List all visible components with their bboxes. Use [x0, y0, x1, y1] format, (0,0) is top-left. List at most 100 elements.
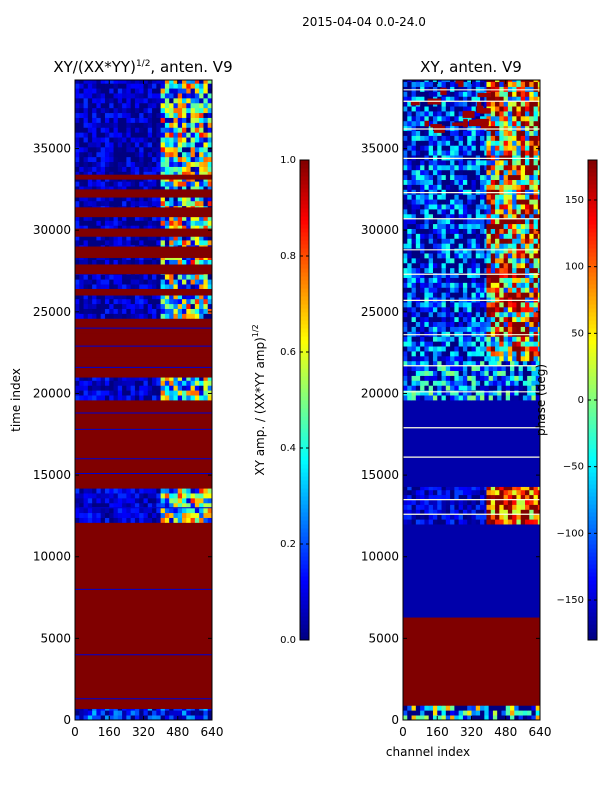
amp-heatmap-cell [79, 698, 84, 705]
phase-heatmap-cell [441, 661, 447, 667]
amp-heatmap-cell [177, 293, 183, 300]
amp-heatmap-cell [207, 424, 213, 430]
amp-heatmap-cell [190, 83, 196, 89]
amp-heatmap-cell [130, 444, 136, 450]
amp-heatmap-cell [109, 664, 114, 670]
amp-heatmap-cell [194, 630, 200, 636]
amp-heatmap-cell [182, 561, 187, 567]
amp-heatmap-cell [190, 620, 196, 626]
amp-heatmap-cell [75, 556, 80, 563]
colorbar-step [300, 368, 309, 373]
amp-heatmap-cell [143, 377, 149, 381]
amp-heatmap-cell [169, 240, 174, 246]
amp-heatmap-cell [79, 576, 84, 582]
amp-heatmap-cell [182, 453, 187, 460]
amp-heatmap-cell [100, 186, 106, 192]
amp-heatmap-cell [75, 458, 80, 465]
amp-heatmap-cell [143, 586, 149, 592]
amp-heatmap-cell [156, 576, 162, 582]
amp-heatmap-cell [130, 161, 136, 167]
amp-heatmap-cell [104, 259, 110, 265]
amp-heatmap-cell [92, 635, 97, 641]
amp-heatmap-cell [130, 688, 136, 695]
amp-heatmap-cell [152, 537, 157, 543]
amp-heatmap-cell [190, 488, 196, 494]
colorbar-step [300, 268, 309, 273]
amp-heatmap-cell [152, 659, 157, 665]
amp-heatmap-cell [126, 644, 132, 651]
amp-heatmap-cell [152, 507, 157, 514]
amp-x-tick-label: 0 [71, 725, 79, 739]
phase-heatmap-cell [424, 671, 430, 677]
amp-heatmap-cell [83, 488, 89, 494]
amp-heatmap-cell [113, 186, 119, 192]
phase-heatmap-cell [488, 661, 494, 667]
amp-heatmap-cell [117, 414, 123, 420]
amp-heatmap-cell [190, 419, 196, 425]
amp-heatmap-cell [173, 367, 179, 373]
colorbar-step [300, 556, 309, 561]
amp-heatmap-cell [83, 400, 89, 406]
amp-heatmap-cell [160, 502, 166, 509]
phase-heatmap-cell [445, 661, 451, 667]
amp-heatmap-cell [96, 390, 102, 396]
colorbar-step [300, 384, 309, 389]
phase-heatmap-cell [454, 675, 460, 682]
amp-heatmap-cell [139, 654, 144, 660]
amp-heatmap-cell [194, 710, 200, 716]
amp-heatmap-cell [75, 546, 80, 553]
amp-heatmap-cell [177, 679, 183, 685]
phase-heatmap-cell [467, 695, 472, 701]
phase-heatmap-cell [415, 661, 421, 667]
amp-heatmap-region [75, 80, 162, 319]
amp-heatmap-cell [100, 439, 106, 445]
phase-heatmap-cell [437, 715, 442, 721]
amp-heatmap-cell [100, 122, 106, 128]
amp-heatmap-cell [87, 146, 93, 153]
amp-heatmap-cell [203, 507, 209, 514]
amp-heatmap-cell [156, 679, 162, 685]
amp-heatmap-cell [203, 473, 209, 479]
amp-heatmap-cell [113, 279, 119, 285]
amp-heatmap-cell [169, 644, 174, 651]
amp-heatmap-cell [190, 342, 196, 349]
amp-heatmap-cell [164, 323, 170, 329]
amp-heatmap-cell [173, 674, 179, 680]
phase-heatmap-cell [420, 690, 425, 696]
amp-heatmap-cell [75, 600, 80, 607]
amp-heatmap-cell [126, 517, 132, 523]
amp-heatmap-cell [177, 497, 183, 504]
amp-heatmap-cell [83, 542, 89, 548]
amp-heatmap-cell [207, 112, 213, 118]
amp-heatmap-cell [75, 215, 80, 221]
amp-heatmap-cell [177, 448, 183, 455]
amp-heatmap-cell [147, 654, 153, 660]
phase-heatmap-cell [497, 675, 502, 682]
amp-heatmap-cell [164, 708, 170, 711]
amp-heatmap-cell [186, 122, 191, 128]
amp-heatmap-cell [194, 97, 200, 104]
amp-heatmap-cell [160, 710, 166, 716]
amp-heatmap-cell [134, 404, 140, 411]
phase-heatmap-cell [407, 685, 412, 692]
phase-heatmap-cell [527, 710, 532, 716]
amp-heatmap-cell [177, 166, 183, 172]
phase-heatmap-cell [510, 685, 515, 692]
amp-heatmap-cell [130, 497, 136, 504]
amp-heatmap-cell [194, 698, 200, 705]
amp-heatmap-cell [186, 556, 191, 563]
amp-heatmap-cell [203, 649, 209, 656]
amp-heatmap-cell [87, 107, 93, 114]
amp-heatmap-cell [139, 97, 144, 104]
amp-heatmap-cell [169, 497, 174, 504]
phase-heatmap-cell [497, 651, 502, 657]
amp-heatmap-cell [160, 522, 166, 528]
amp-heatmap-cell [143, 303, 149, 309]
amp-heatmap-cell [126, 400, 132, 406]
amp-heatmap-cell [169, 372, 174, 378]
amp-heatmap-cell [79, 318, 84, 324]
amp-y-axis-label: time index [9, 368, 23, 432]
amp-heatmap-cell [190, 274, 196, 280]
amp-heatmap-cell [75, 293, 80, 300]
colorbar-step [300, 616, 309, 621]
